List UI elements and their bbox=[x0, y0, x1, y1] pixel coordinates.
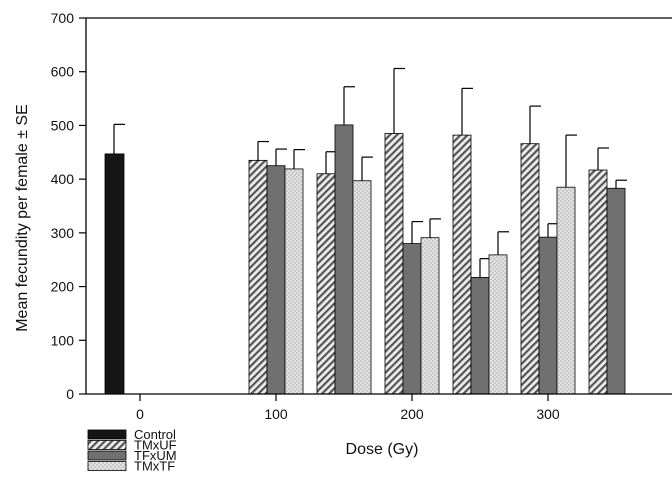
x-tick-label: 300 bbox=[536, 406, 560, 422]
bar-tfxum-100 bbox=[266, 165, 286, 395]
legend-label-tmxtf: TMxTF bbox=[134, 459, 175, 474]
y-tick-label: 500 bbox=[51, 117, 75, 133]
x-axis-title: Dose (Gy) bbox=[346, 441, 419, 458]
y-tick-label: 600 bbox=[51, 64, 75, 80]
bar-tfxum-150 bbox=[334, 124, 354, 395]
bar-tfxum-250 bbox=[470, 277, 490, 395]
x-tick-label: 0 bbox=[136, 406, 144, 422]
bar-tmxuf-350 bbox=[588, 169, 608, 395]
legend-label-tmxuf: TMxUF bbox=[134, 438, 177, 453]
bar-tmxtf-200 bbox=[420, 237, 440, 395]
bar-tfxum-350 bbox=[606, 187, 626, 395]
bar-tmxtf-300 bbox=[556, 186, 576, 395]
y-tick-label: 200 bbox=[51, 279, 75, 295]
x-tick-label: 100 bbox=[264, 406, 288, 422]
bar-tmxuf-150 bbox=[316, 173, 336, 395]
legend-swatch-tmxtf bbox=[87, 461, 127, 471]
legend-label-tfxum: TFxUM bbox=[134, 448, 177, 463]
bar-tmxuf-200 bbox=[384, 133, 404, 395]
legend-swatch-tmxuf bbox=[87, 440, 127, 450]
y-axis-title: Mean fecundity per female ± SE bbox=[14, 104, 31, 332]
axes-group: 0 100 200 300 400 500 600 700 0 100 200 300 bbox=[51, 10, 672, 422]
y-tick-label: 0 bbox=[66, 386, 74, 402]
bar-tmxtf-100 bbox=[284, 168, 304, 395]
legend-swatch-tfxum bbox=[87, 450, 127, 461]
bar-tmxtf-150 bbox=[352, 180, 372, 395]
bar-tmxtf-250 bbox=[488, 254, 508, 395]
bar-tfxum-300 bbox=[538, 236, 558, 395]
legend-swatch-control bbox=[87, 429, 127, 440]
bar-tfxum-200 bbox=[402, 243, 422, 395]
bar-tmxuf-250 bbox=[452, 134, 472, 395]
y-tick-label: 300 bbox=[51, 225, 75, 241]
y-tick-label: 400 bbox=[51, 171, 75, 187]
x-tick-label: 200 bbox=[400, 406, 424, 422]
y-tick-label: 100 bbox=[51, 332, 75, 348]
bars-group bbox=[104, 67, 627, 395]
y-tick-label: 700 bbox=[51, 10, 75, 26]
bar-tmxuf-100 bbox=[248, 159, 268, 395]
legend-label-control: Control bbox=[134, 427, 176, 442]
bar-tmxuf-300 bbox=[520, 143, 540, 395]
bar-control-0 bbox=[104, 153, 125, 395]
